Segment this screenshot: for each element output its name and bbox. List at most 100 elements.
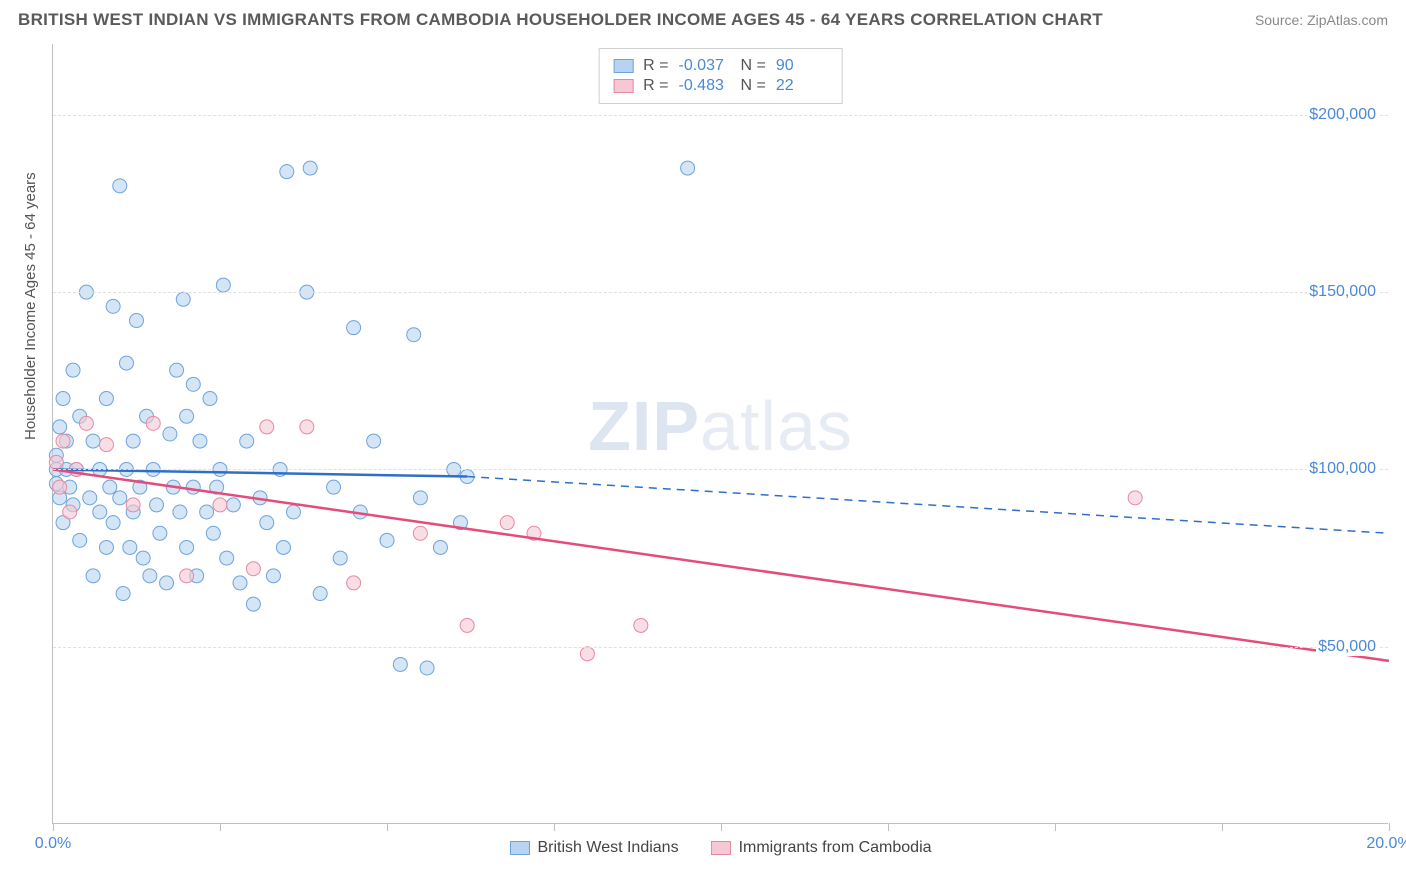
legend-series-name-0: British West Indians — [537, 839, 678, 857]
scatter-point-series-0 — [433, 540, 447, 554]
scatter-point-series-1 — [1128, 491, 1142, 505]
trend-line-solid-series-0 — [53, 469, 467, 476]
scatter-point-series-0 — [186, 480, 200, 494]
legend-n-value-1: 22 — [776, 77, 828, 95]
scatter-point-series-1 — [460, 618, 474, 632]
scatter-point-series-1 — [126, 498, 140, 512]
scatter-point-series-0 — [86, 434, 100, 448]
scatter-point-series-0 — [233, 576, 247, 590]
scatter-point-series-0 — [420, 661, 434, 675]
source-attribution: Source: ZipAtlas.com — [1255, 12, 1388, 28]
scatter-point-series-0 — [333, 551, 347, 565]
scatter-point-series-1 — [260, 420, 274, 434]
scatter-point-series-0 — [216, 278, 230, 292]
series-legend: British West Indians Immigrants from Cam… — [509, 839, 931, 857]
scatter-point-series-0 — [176, 292, 190, 306]
legend-r-label: R = — [643, 57, 668, 75]
scatter-point-series-0 — [153, 526, 167, 540]
scatter-point-series-0 — [681, 161, 695, 175]
scatter-point-series-0 — [113, 179, 127, 193]
x-tick — [53, 823, 54, 831]
scatter-point-series-0 — [73, 533, 87, 547]
scatter-point-series-0 — [407, 328, 421, 342]
legend-n-label: N = — [741, 77, 766, 95]
legend-r-value-1: -0.483 — [679, 77, 731, 95]
scatter-point-series-0 — [393, 657, 407, 671]
x-tick — [721, 823, 722, 831]
scatter-point-series-0 — [327, 480, 341, 494]
legend-swatch-1 — [613, 79, 633, 93]
gridline — [53, 115, 1388, 116]
scatter-point-series-0 — [367, 434, 381, 448]
scatter-point-series-1 — [213, 498, 227, 512]
scatter-point-series-0 — [163, 427, 177, 441]
scatter-point-series-0 — [226, 498, 240, 512]
scatter-point-series-0 — [180, 409, 194, 423]
scatter-point-series-0 — [276, 540, 290, 554]
scatter-point-series-1 — [146, 416, 160, 430]
y-tick-label: $150,000 — [1307, 283, 1378, 301]
scatter-point-series-1 — [413, 526, 427, 540]
scatter-point-series-0 — [66, 363, 80, 377]
legend-bottom-swatch-0 — [509, 841, 529, 855]
chart-title: BRITISH WEST INDIAN VS IMMIGRANTS FROM C… — [18, 10, 1103, 30]
scatter-point-series-0 — [347, 321, 361, 335]
legend-r-label: R = — [643, 77, 668, 95]
scatter-point-series-0 — [200, 505, 214, 519]
legend-item-1: Immigrants from Cambodia — [711, 839, 932, 857]
scatter-point-series-0 — [260, 516, 274, 530]
scatter-point-series-1 — [634, 618, 648, 632]
legend-series-name-1: Immigrants from Cambodia — [739, 839, 932, 857]
scatter-point-series-0 — [180, 540, 194, 554]
scatter-svg — [53, 44, 1388, 823]
scatter-point-series-1 — [246, 562, 260, 576]
scatter-point-series-1 — [300, 420, 314, 434]
scatter-point-series-0 — [123, 540, 137, 554]
scatter-point-series-0 — [186, 377, 200, 391]
x-tick — [1055, 823, 1056, 831]
scatter-point-series-0 — [240, 434, 254, 448]
scatter-point-series-0 — [99, 540, 113, 554]
scatter-point-series-0 — [193, 434, 207, 448]
scatter-point-series-0 — [126, 434, 140, 448]
scatter-point-series-0 — [280, 165, 294, 179]
chart-plot-area: ZIPatlas R = -0.037 N = 90 R = -0.483 N … — [52, 44, 1388, 824]
scatter-point-series-1 — [180, 569, 194, 583]
scatter-point-series-0 — [103, 480, 117, 494]
scatter-point-series-0 — [106, 299, 120, 313]
x-tick — [554, 823, 555, 831]
scatter-point-series-0 — [220, 551, 234, 565]
scatter-point-series-0 — [53, 420, 67, 434]
x-tick — [1222, 823, 1223, 831]
y-tick-label: $100,000 — [1307, 460, 1378, 478]
x-tick — [1389, 823, 1390, 831]
x-tick-label: 0.0% — [35, 835, 71, 853]
scatter-point-series-0 — [173, 505, 187, 519]
scatter-point-series-0 — [136, 551, 150, 565]
scatter-point-series-0 — [313, 587, 327, 601]
legend-swatch-0 — [613, 59, 633, 73]
trend-line-dashed-series-0 — [467, 477, 1389, 534]
scatter-point-series-0 — [170, 363, 184, 377]
scatter-point-series-1 — [580, 647, 594, 661]
legend-n-label: N = — [741, 57, 766, 75]
scatter-point-series-0 — [56, 392, 70, 406]
scatter-point-series-0 — [106, 516, 120, 530]
scatter-point-series-0 — [203, 392, 217, 406]
legend-item-0: British West Indians — [509, 839, 678, 857]
scatter-point-series-1 — [500, 516, 514, 530]
scatter-point-series-0 — [99, 392, 113, 406]
scatter-point-series-0 — [83, 491, 97, 505]
scatter-point-series-0 — [380, 533, 394, 547]
scatter-point-series-0 — [286, 505, 300, 519]
legend-r-value-0: -0.037 — [679, 57, 731, 75]
scatter-point-series-1 — [347, 576, 361, 590]
scatter-point-series-0 — [130, 314, 144, 328]
y-axis-label: Householder Income Ages 45 - 64 years — [22, 172, 39, 440]
scatter-point-series-0 — [93, 505, 107, 519]
gridline — [53, 469, 1388, 470]
y-tick-label: $200,000 — [1307, 106, 1378, 124]
scatter-point-series-1 — [56, 434, 70, 448]
scatter-point-series-0 — [266, 569, 280, 583]
gridline — [53, 647, 1388, 648]
